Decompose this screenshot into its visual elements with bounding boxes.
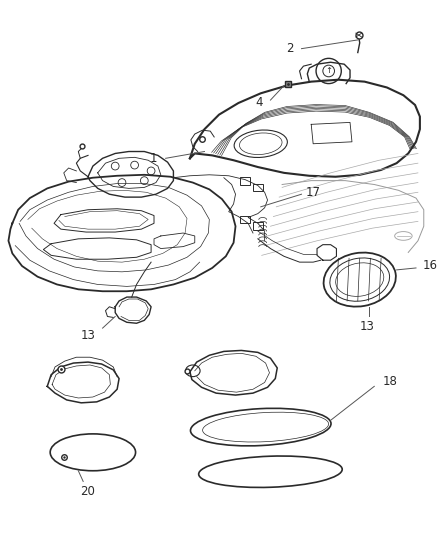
Text: 4: 4	[255, 95, 262, 109]
Text: 17: 17	[306, 186, 321, 199]
Bar	[240, 177, 250, 184]
Text: 2: 2	[286, 42, 293, 55]
Text: 18: 18	[383, 375, 398, 388]
Text: ↑: ↑	[325, 67, 332, 76]
Bar	[240, 215, 250, 223]
Text: 16: 16	[423, 259, 438, 271]
Text: 20: 20	[81, 484, 95, 498]
Text: 13: 13	[81, 329, 95, 342]
Text: 13: 13	[360, 320, 375, 333]
Text: 1: 1	[149, 152, 157, 165]
Bar	[253, 222, 263, 230]
Bar	[253, 183, 263, 191]
